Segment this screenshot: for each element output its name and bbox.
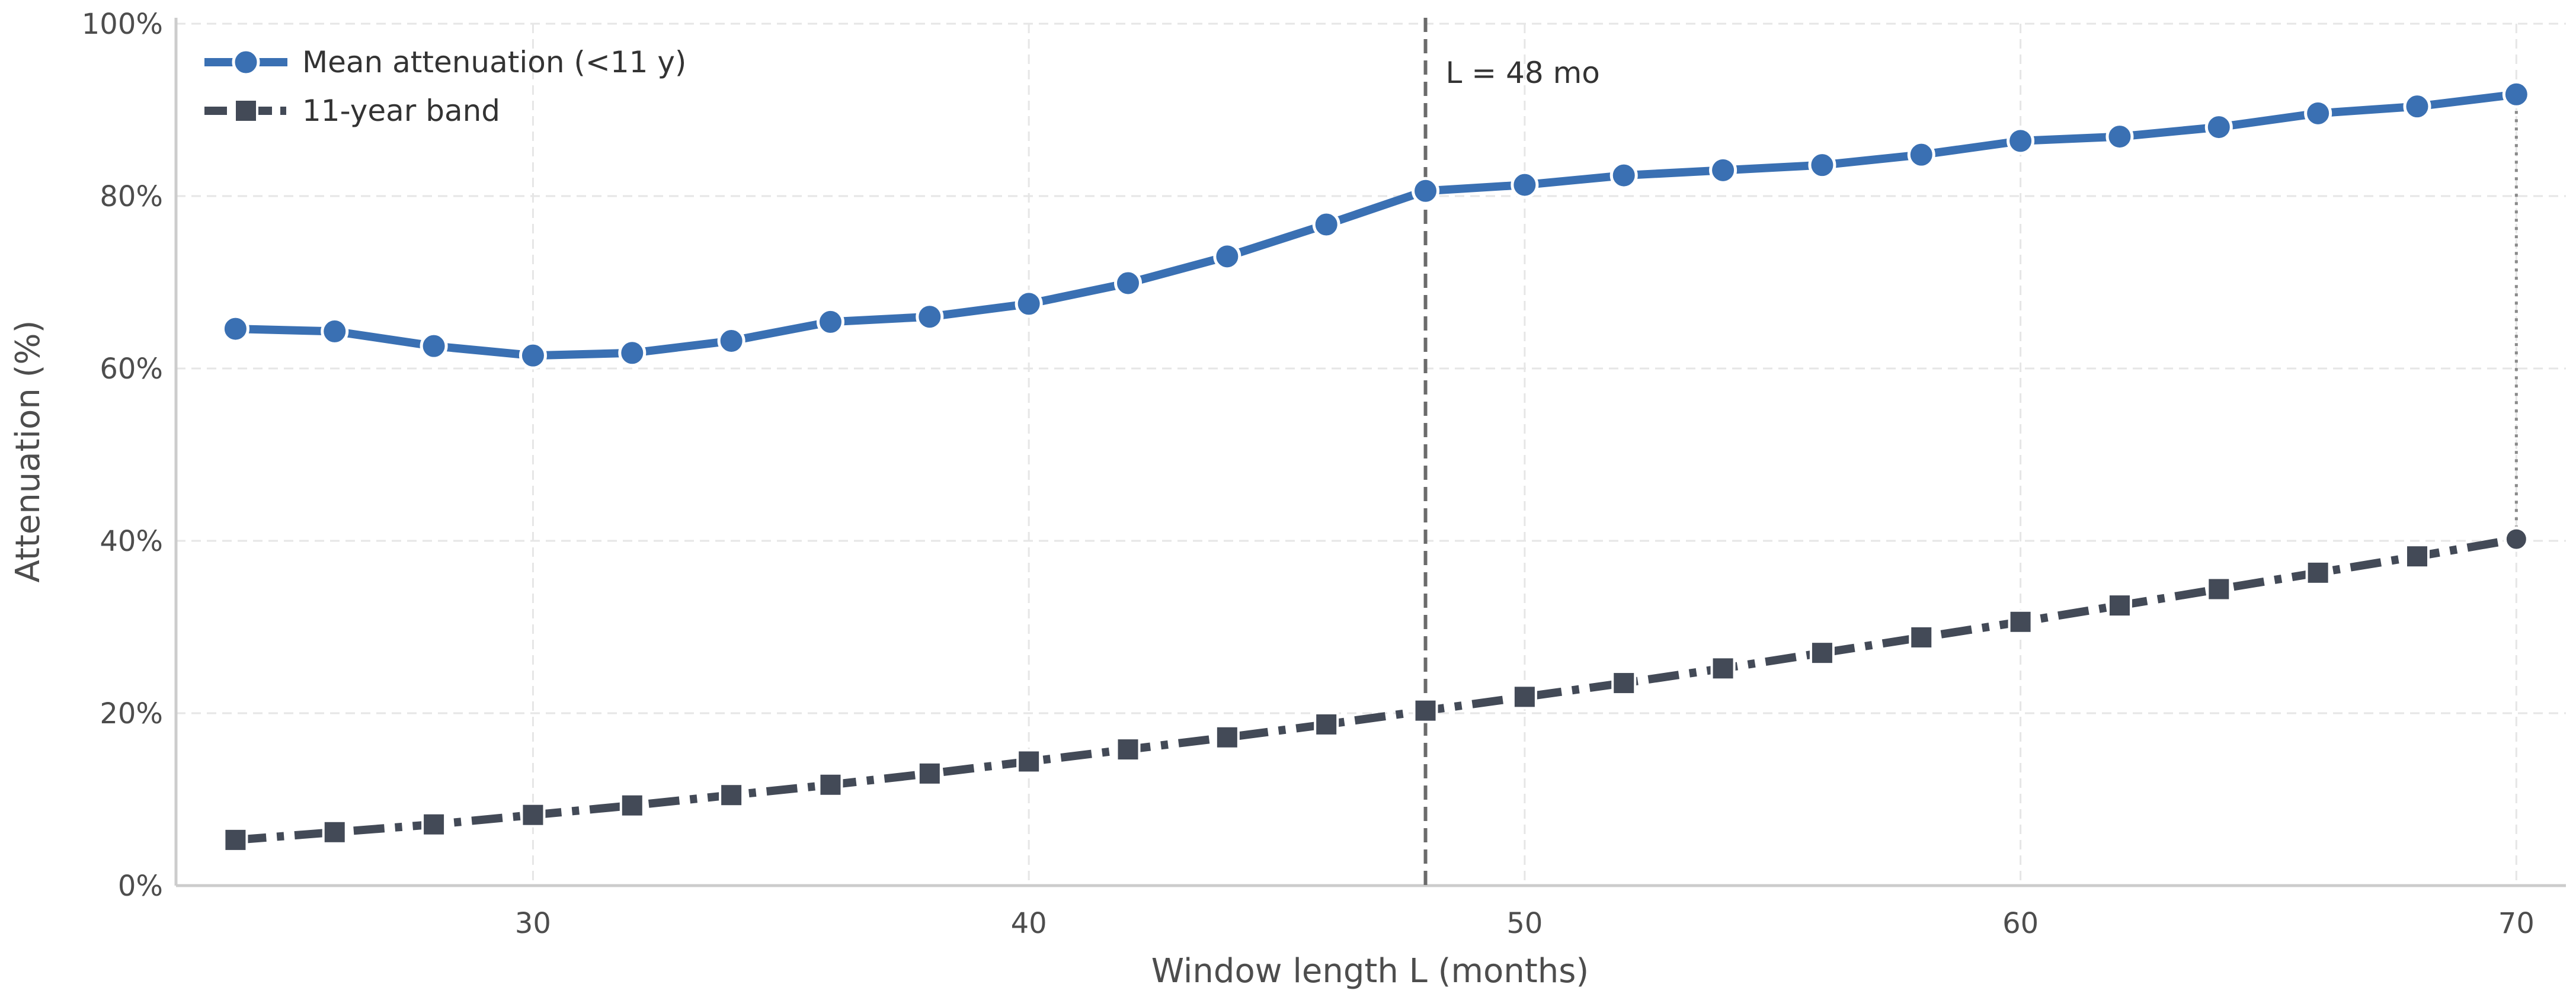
y-tick-label: 100% <box>82 8 163 41</box>
data-point <box>1213 242 1241 271</box>
x-tick-label: 50 <box>1506 907 1543 940</box>
data-point <box>717 326 745 355</box>
x-tick-label: 40 <box>1011 907 1047 940</box>
axes: 0% 20% 40% 60% 80% 100% 30 40 50 60 70 <box>82 8 2566 940</box>
data-point <box>816 307 844 336</box>
series-group <box>221 80 2530 852</box>
legend-label-1: Mean attenuation (<11 y) <box>302 45 686 79</box>
data-point <box>221 315 249 343</box>
data-point <box>2305 560 2331 585</box>
data-point <box>519 341 547 370</box>
data-point <box>917 761 942 786</box>
data-point <box>2403 92 2431 121</box>
data-point <box>1511 171 1539 199</box>
data-point <box>2503 526 2529 552</box>
data-point <box>321 317 349 345</box>
data-point <box>520 802 546 828</box>
data-point <box>2206 576 2232 602</box>
gridlines <box>176 23 2566 887</box>
y-tick-label: 40% <box>100 525 163 558</box>
data-point <box>1609 161 1638 190</box>
x-tick-label: 60 <box>2002 907 2039 940</box>
legend-marker-2 <box>233 98 258 123</box>
data-point <box>916 303 944 331</box>
data-point <box>420 332 448 360</box>
series-line-2 <box>235 535 2517 844</box>
data-point <box>2008 609 2033 634</box>
data-point <box>1611 671 1637 696</box>
data-point <box>322 819 347 845</box>
data-point <box>1015 290 1043 318</box>
data-point <box>2204 113 2233 142</box>
legend-label-2: 11-year band <box>302 94 500 128</box>
data-point <box>1809 640 1835 666</box>
data-point <box>1312 210 1340 239</box>
x-tick-label: 30 <box>515 907 551 940</box>
data-point <box>2105 123 2134 151</box>
y-tick-label: 80% <box>100 180 163 213</box>
x-axis-title: Window length L (months) <box>1151 952 1589 990</box>
y-tick-label: 20% <box>100 697 163 730</box>
y-tick-label: 60% <box>100 352 163 386</box>
data-point <box>1909 624 1934 650</box>
y-axis-title: Attenuation (%) <box>9 320 47 583</box>
data-point <box>1314 711 1339 737</box>
data-point <box>1214 724 1240 750</box>
reference-line-label: L = 48 mo <box>1446 56 1600 90</box>
data-point <box>421 812 447 837</box>
data-point <box>2304 99 2332 127</box>
data-point <box>2007 127 2035 155</box>
annotations: L = 48 mo <box>1423 18 2518 886</box>
series-line-1 <box>235 90 2517 360</box>
data-point <box>618 339 647 367</box>
data-point <box>1114 269 1143 297</box>
data-point <box>818 772 843 797</box>
data-point <box>1512 684 1537 710</box>
data-point <box>223 827 248 852</box>
data-point <box>2107 593 2132 618</box>
data-point <box>719 783 744 808</box>
data-point <box>2502 80 2530 108</box>
data-point <box>1412 177 1440 205</box>
data-point <box>1710 656 1736 681</box>
data-point <box>1907 140 1935 169</box>
x-tick-label: 70 <box>2498 907 2535 940</box>
data-point <box>1413 698 1438 723</box>
data-point <box>1016 749 1042 774</box>
data-point <box>1709 156 1737 184</box>
data-point <box>1115 737 1141 762</box>
data-point <box>619 793 645 818</box>
data-point <box>1808 151 1836 179</box>
data-point <box>2404 544 2430 569</box>
legend: Mean attenuation (<11 y) 11-year band <box>204 45 686 128</box>
legend-marker-1 <box>232 48 260 76</box>
y-tick-label: 0% <box>118 870 163 903</box>
